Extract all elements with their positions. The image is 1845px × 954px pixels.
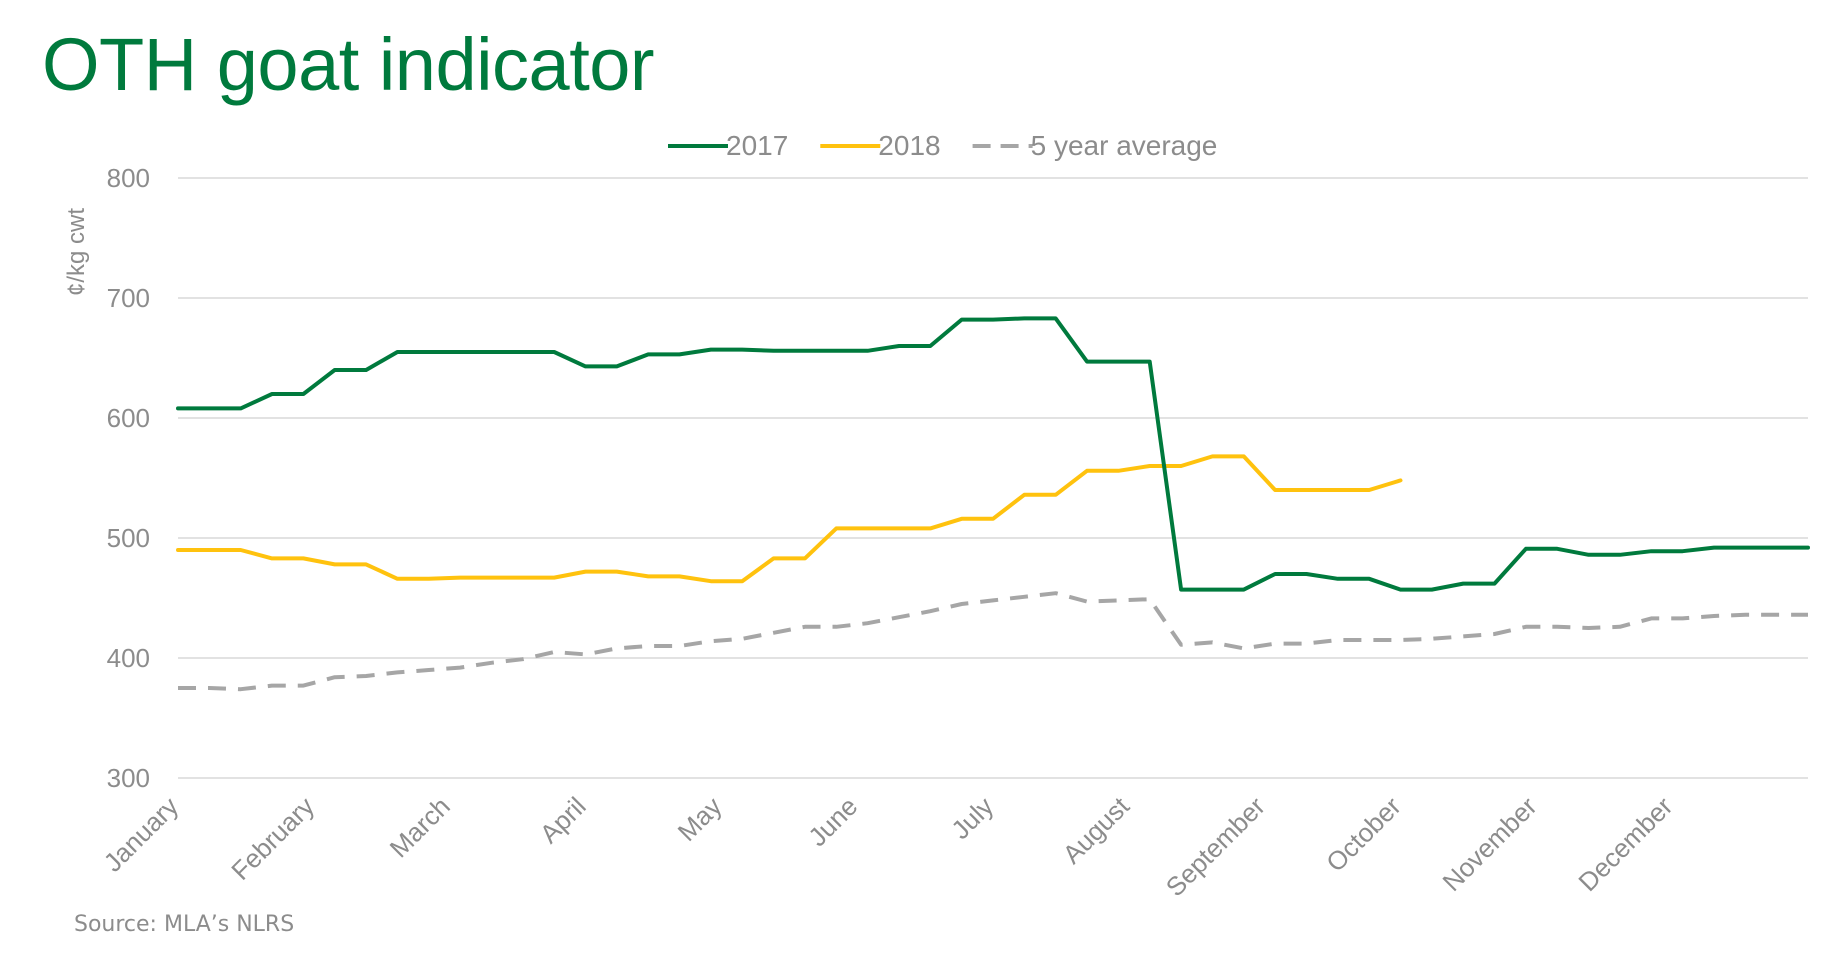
x-tick-label: December (1572, 791, 1678, 897)
x-axis-ticks: January February March April May June July Augu… (98, 790, 1679, 902)
x-tick-label: February (225, 791, 320, 886)
legend: 2017 2018 5 year average (668, 130, 1217, 161)
legend-2017-label: 2017 (726, 130, 788, 161)
x-tick-label: July (945, 791, 999, 845)
x-tick-label: January (98, 791, 185, 878)
x-tick-label: August (1057, 790, 1136, 869)
x-tick-label: June (802, 791, 863, 852)
series-lines (176, 316, 1810, 692)
series-line-5-year-average (178, 591, 1808, 692)
series-line-2017 (176, 316, 1810, 592)
source-note: Source: MLA’s NLRS (74, 912, 295, 937)
x-tick-label: May (672, 791, 728, 847)
x-tick-label: November (1437, 791, 1543, 897)
legend-2018-label: 2018 (878, 130, 940, 161)
y-tick-label: 400 (107, 643, 150, 673)
x-tick-label: April (534, 791, 592, 849)
x-tick-label: September (1160, 791, 1271, 902)
y-tick-label: 600 (107, 403, 150, 433)
x-tick-label: October (1320, 791, 1407, 878)
y-axis-label: ¢/kg cwt (63, 208, 90, 296)
series-line-2018 (176, 454, 1403, 584)
y-tick-label: 300 (107, 763, 150, 793)
legend-5-year-average-label: 5 year average (1031, 130, 1218, 161)
grid-lines (178, 177, 1808, 779)
y-tick-label: 500 (107, 523, 150, 553)
x-tick-label: March (384, 791, 456, 863)
y-tick-label: 800 (107, 163, 150, 193)
y-tick-label: 700 (107, 283, 150, 313)
chart-title: OTH goat indicator (42, 23, 655, 106)
y-axis-ticks: 300 400 500 600 700 800 (107, 163, 150, 793)
